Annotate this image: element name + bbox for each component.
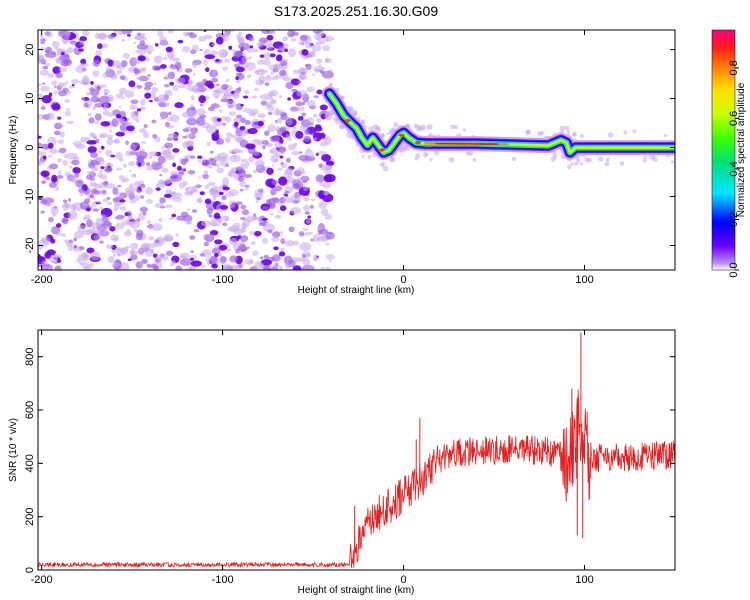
colorbar-tick-label: 0.6 xyxy=(728,111,740,126)
snr-plot-area xyxy=(38,332,675,569)
colorbar-gradient xyxy=(711,29,736,271)
x-tick-label: 0 xyxy=(400,274,406,286)
x-tick-label: 100 xyxy=(575,274,593,286)
y-tick-label: 400 xyxy=(24,454,36,472)
y-tick-label: 20 xyxy=(24,43,36,55)
x-tick-label: 0 xyxy=(400,574,406,586)
snr-frame xyxy=(37,329,676,571)
snr-axes: -200 -100 0 100 0 200 400 600 800 xyxy=(24,330,675,586)
ridge-hotspot xyxy=(398,133,405,137)
y-tick-label: 10 xyxy=(24,92,36,104)
colorbar: 0.0 0.2 0.4 0.6 0.8 Normalized spectral ampl… xyxy=(711,29,747,278)
spectrogram-frame xyxy=(37,29,676,271)
colorbar-tick-label: 0.4 xyxy=(728,161,740,176)
chart-title: S173.2025.251.16.30.G09 xyxy=(274,3,438,19)
y-tick-label: 600 xyxy=(24,401,36,419)
x-tick-label: -100 xyxy=(212,574,234,586)
y-tick-label: 200 xyxy=(24,507,36,525)
x-tick-label: -100 xyxy=(212,274,234,286)
snr-ylabel: SNR (10 * v/v) xyxy=(8,418,19,482)
snr-panel: -200 -100 0 100 0 200 400 600 800 Height of stra… xyxy=(8,329,676,596)
snr-spikes xyxy=(354,332,584,553)
spectrogram-plot-area xyxy=(38,30,675,270)
y-tick-label: -20 xyxy=(24,238,36,254)
colorbar-tick-label: 0.8 xyxy=(728,60,740,75)
y-tick-label: 800 xyxy=(24,347,36,365)
x-tick-label: 100 xyxy=(575,574,593,586)
spectrogram-noise-blobs xyxy=(38,30,336,270)
snr-series-line xyxy=(38,389,675,569)
y-tick-label: 0 xyxy=(24,567,36,573)
ridge-hotspot xyxy=(415,141,422,145)
colorbar-tick-label: 0.2 xyxy=(728,212,740,227)
y-tick-label: -10 xyxy=(24,189,36,205)
spectrogram-xlabel: Height of straight line (km) xyxy=(298,285,415,296)
x-tick-label: -200 xyxy=(31,574,53,586)
ridge-hotspot xyxy=(344,119,351,123)
y-tick-label: 0 xyxy=(24,144,36,150)
spectrogram-ridge xyxy=(321,82,675,172)
ridge-band xyxy=(328,92,675,154)
spectrogram-ylabel: Frequency (Hz) xyxy=(8,116,19,185)
ridge-hotspot xyxy=(378,148,385,152)
colorbar-label: Normalized spectral amplitude xyxy=(736,82,747,217)
snr-xlabel: Height of straight line (km) xyxy=(298,585,415,596)
colorbar-tick-label: 0.0 xyxy=(728,262,740,277)
colorbar-ticks: 0.0 0.2 0.4 0.6 0.8 xyxy=(728,60,740,277)
x-tick-label: -200 xyxy=(31,274,53,286)
